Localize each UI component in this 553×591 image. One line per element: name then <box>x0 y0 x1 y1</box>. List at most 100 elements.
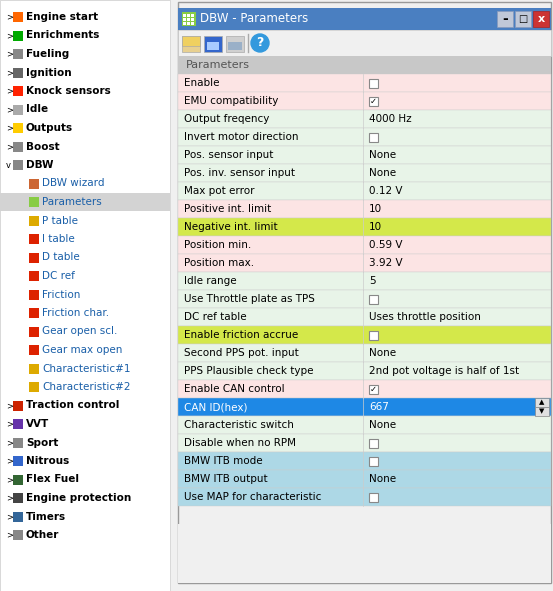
Bar <box>178 362 551 380</box>
Bar <box>13 49 23 59</box>
Bar <box>187 14 190 17</box>
Text: Friction char.: Friction char. <box>42 308 109 318</box>
Bar <box>178 524 551 583</box>
Bar <box>182 12 196 26</box>
Text: Pos. inv. sensor input: Pos. inv. sensor input <box>184 168 295 178</box>
Text: >: > <box>6 50 13 59</box>
Text: Characteristic switch: Characteristic switch <box>184 420 294 430</box>
Text: Idle: Idle <box>26 105 48 115</box>
Text: 667: 667 <box>369 402 389 412</box>
Bar <box>369 492 378 502</box>
Bar <box>204 36 222 52</box>
Text: Negative int. limit: Negative int. limit <box>184 222 278 232</box>
Bar <box>183 18 186 21</box>
Text: >: > <box>6 420 13 428</box>
Bar <box>29 290 39 300</box>
Bar <box>13 67 23 77</box>
Text: Traction control: Traction control <box>26 401 119 411</box>
Circle shape <box>251 34 269 52</box>
Text: None: None <box>369 420 396 430</box>
Bar <box>29 178 39 189</box>
Text: Outputs: Outputs <box>26 123 73 133</box>
Bar <box>13 511 23 521</box>
Bar <box>178 236 551 254</box>
Bar <box>29 363 39 374</box>
Text: EMU compatibility: EMU compatibility <box>184 96 278 106</box>
Bar <box>29 308 39 318</box>
Bar <box>13 493 23 503</box>
Bar <box>535 398 549 407</box>
Bar <box>497 11 513 27</box>
Text: Second PPS pot. input: Second PPS pot. input <box>184 348 299 358</box>
Text: Engine start: Engine start <box>26 12 98 22</box>
Text: 4000 Hz: 4000 Hz <box>369 114 411 124</box>
Text: D table: D table <box>42 252 80 262</box>
Text: Friction: Friction <box>42 290 80 300</box>
Text: >: > <box>6 531 13 540</box>
Text: 10: 10 <box>369 204 382 214</box>
Text: Engine protection: Engine protection <box>26 493 131 503</box>
Bar <box>178 200 551 218</box>
Bar <box>29 234 39 244</box>
Bar <box>13 86 23 96</box>
Text: Output freqency: Output freqency <box>184 114 269 124</box>
Bar <box>369 79 378 87</box>
Text: Enable: Enable <box>184 78 220 88</box>
Text: ✓: ✓ <box>370 96 377 106</box>
Bar <box>178 56 551 74</box>
Text: Use MAP for characteristic: Use MAP for characteristic <box>184 492 321 502</box>
Text: BMW ITB mode: BMW ITB mode <box>184 456 263 466</box>
Bar <box>226 36 244 52</box>
Text: >: > <box>6 475 13 484</box>
Text: Gear max open: Gear max open <box>42 345 122 355</box>
Text: 3.92 V: 3.92 V <box>369 258 403 268</box>
Text: Idle range: Idle range <box>184 276 237 286</box>
Text: □: □ <box>518 14 528 24</box>
Text: Use Throttle plate as TPS: Use Throttle plate as TPS <box>184 294 315 304</box>
Bar <box>369 456 378 466</box>
Bar <box>178 74 551 92</box>
Bar <box>178 128 551 146</box>
Bar <box>13 456 23 466</box>
Bar <box>369 385 378 394</box>
Text: 10: 10 <box>369 222 382 232</box>
Text: None: None <box>369 474 396 484</box>
Bar <box>29 197 39 207</box>
Bar <box>187 18 190 21</box>
Bar <box>178 218 551 236</box>
Text: 0.12 V: 0.12 V <box>369 186 403 196</box>
Bar <box>183 14 186 17</box>
Text: Parameters: Parameters <box>186 60 250 70</box>
Text: P table: P table <box>42 216 78 226</box>
Bar <box>191 18 194 21</box>
Text: Pos. sensor input: Pos. sensor input <box>184 150 273 160</box>
Bar <box>29 271 39 281</box>
Text: Parameters: Parameters <box>42 197 102 207</box>
Bar <box>369 330 378 339</box>
Bar <box>13 160 23 170</box>
Text: Enable CAN control: Enable CAN control <box>184 384 285 394</box>
Bar <box>178 146 551 164</box>
Bar <box>178 182 551 200</box>
Text: >: > <box>6 456 13 466</box>
Text: None: None <box>369 168 396 178</box>
Bar <box>191 14 194 17</box>
Text: Disable when no RPM: Disable when no RPM <box>184 438 296 448</box>
Text: Positive int. limit: Positive int. limit <box>184 204 272 214</box>
Bar <box>178 8 551 30</box>
Bar <box>13 12 23 22</box>
Bar <box>13 419 23 429</box>
Bar <box>535 407 549 416</box>
Text: Max pot error: Max pot error <box>184 186 254 196</box>
Bar <box>178 380 551 398</box>
Bar <box>207 42 219 50</box>
Text: Nitrous: Nitrous <box>26 456 69 466</box>
Text: Position max.: Position max. <box>184 258 254 268</box>
Text: None: None <box>369 150 396 160</box>
Bar <box>369 294 378 304</box>
Bar <box>13 401 23 411</box>
Bar <box>178 470 551 488</box>
Text: ▲: ▲ <box>539 400 545 405</box>
Bar <box>13 141 23 151</box>
Bar <box>178 110 551 128</box>
